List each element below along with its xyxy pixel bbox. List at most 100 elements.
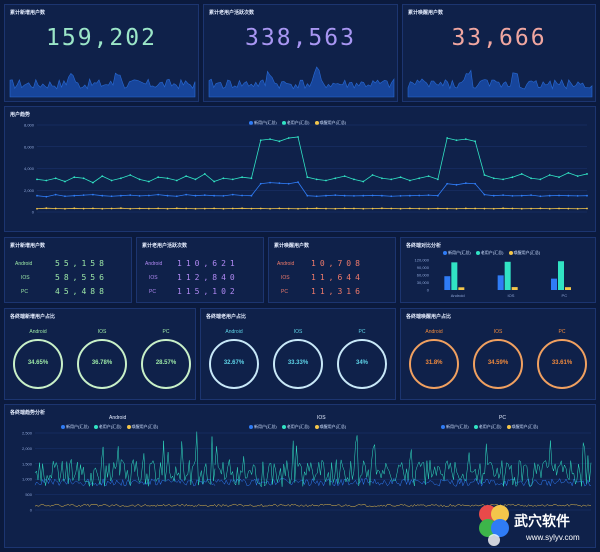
data-point (101, 175, 104, 178)
panel-title: 用户趋势 (10, 112, 31, 118)
data-point (474, 182, 477, 185)
data-point (343, 207, 346, 210)
data-point (492, 207, 495, 210)
data-point (203, 194, 206, 197)
data-point (92, 181, 94, 184)
data-point (408, 194, 411, 197)
ratio-label: Android (29, 329, 47, 335)
data-point (259, 139, 262, 142)
legend-label: 唤醒用户(汇总) (131, 424, 159, 429)
data-point (381, 177, 383, 180)
series-line (36, 207, 588, 210)
compare-bar-chart: 120,000 90,000 60,000 30,000 0 Android IOS PC (415, 258, 571, 298)
svg-text:武穴软件: 武穴软件 (514, 513, 570, 529)
row-label: PC (149, 289, 156, 295)
data-point (353, 178, 355, 181)
data-point (539, 195, 542, 198)
ratio-ring: 33.33% (273, 339, 323, 389)
data-point (548, 194, 551, 197)
data-point (64, 207, 66, 210)
data-point (36, 207, 38, 210)
data-point (175, 179, 178, 182)
data-point (297, 136, 299, 138)
data-point (64, 195, 66, 198)
legend-dot (473, 424, 478, 429)
series-line (214, 503, 406, 507)
data-point (129, 207, 132, 210)
data-point (353, 195, 355, 197)
data-point (353, 207, 355, 210)
mini-area-chart (9, 72, 196, 98)
series-line (214, 477, 406, 487)
data-point (138, 178, 141, 181)
row-value: 115,102 (177, 287, 239, 296)
terminal-trend-chart: 0 500 1,000 1,500 2,000 2,500 (22, 431, 592, 513)
data-point (436, 207, 439, 210)
legend-label: 老用户(汇总) (478, 424, 502, 429)
series-line (34, 503, 216, 507)
data-point (399, 195, 402, 197)
data-point (138, 207, 141, 210)
subchart-title-pc: PC (499, 415, 506, 421)
y-tick-label: 30,000 (417, 280, 430, 285)
data-point (36, 194, 38, 197)
data-point (45, 195, 48, 198)
ratio-ring: 36.78% (77, 339, 127, 389)
data-point (520, 194, 523, 197)
data-point (390, 195, 393, 198)
data-point (166, 194, 169, 197)
data-point (399, 207, 402, 210)
data-point (315, 207, 318, 210)
ratio-label: IOS (293, 329, 303, 335)
row-label: IOS (149, 275, 158, 281)
data-point (110, 195, 113, 198)
ratio-label: PC (162, 329, 170, 335)
data-point (483, 193, 486, 196)
subchart-legend: 新用户(汇总) 老用户(汇总) 唤醒用户(汇总) (57, 424, 158, 430)
ring (209, 339, 259, 389)
data-point (455, 139, 458, 142)
mini-area-chart (407, 69, 593, 98)
legend-dot (314, 120, 319, 125)
y-tick-label: 2,000 (24, 188, 35, 193)
data-point (194, 207, 197, 210)
data-point (269, 181, 271, 184)
series-line (214, 435, 406, 488)
panel-title: 各终端对比分析 (406, 243, 442, 249)
data-point (213, 180, 216, 183)
data-point (231, 178, 234, 181)
data-point (222, 177, 225, 180)
data-point (278, 140, 281, 143)
big-number: 338,563 (245, 25, 356, 51)
panel-title: 各终端唤醒用户占比 (406, 314, 452, 320)
row-label: IOS (281, 275, 290, 281)
data-point (166, 207, 169, 210)
row-label: PC (21, 289, 28, 295)
ratio-panel-new-users: 各终端新增用户占比 Android 34.65% IOS 36.78% PC 2… (4, 308, 196, 400)
user-trend-panel: 用户趋势 新用户(汇总) 老用户(汇总) 唤醒用户(汇总) 0 2,000 4,00… (4, 106, 596, 232)
data-point (371, 174, 374, 176)
card-title: 累计老用户活跃次数 (209, 10, 255, 16)
legend-label: 老用户(汇总) (98, 424, 122, 429)
legend-dot (249, 424, 253, 429)
data-point (306, 194, 309, 197)
data-point (511, 195, 514, 197)
kv-card-wakeup-users: 累计唤醒用户数 Android 10,708 IOS 11,644 PC 11,… (268, 237, 396, 303)
data-point (436, 178, 439, 181)
data-point (343, 175, 346, 178)
legend-dot (281, 120, 286, 125)
data-point (511, 207, 514, 210)
ring (409, 339, 459, 389)
ring (77, 339, 127, 389)
ratio-percent: 34% (355, 360, 368, 366)
data-point (64, 180, 66, 183)
data-point (539, 178, 542, 181)
row-value: 112,840 (177, 273, 239, 282)
data-point (297, 207, 299, 210)
data-point (231, 207, 234, 210)
data-point (259, 182, 262, 185)
legend-label: 唤醒用户(汇总) (511, 424, 539, 429)
y-tick-label: 60,000 (417, 273, 430, 278)
series-line (404, 477, 592, 487)
data-point (82, 207, 85, 210)
